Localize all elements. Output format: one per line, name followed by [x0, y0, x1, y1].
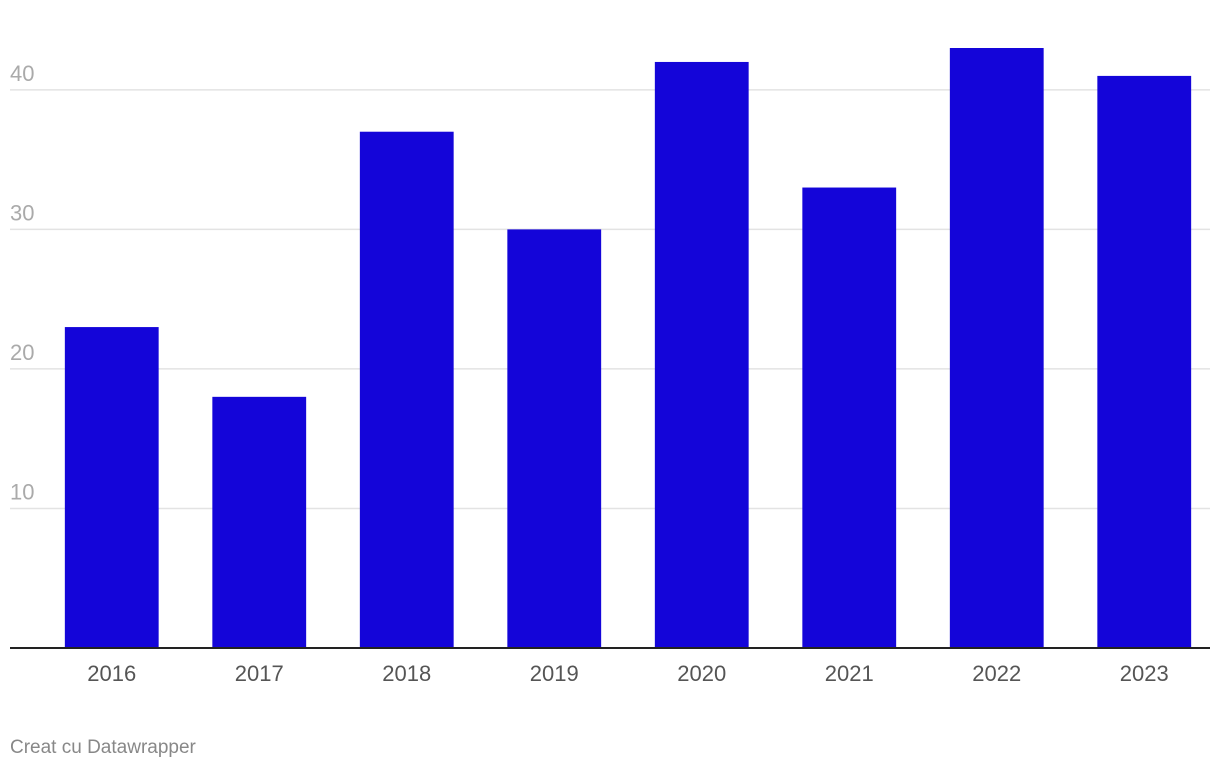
- x-tick-label: 2020: [677, 661, 726, 686]
- bar: [949, 48, 1044, 648]
- bar: [802, 187, 897, 648]
- credit: Creat cu Datawrapper: [10, 737, 197, 758]
- bar: [359, 131, 454, 648]
- x-tick-label: 2023: [1120, 661, 1169, 686]
- bar: [507, 229, 602, 648]
- bar: [654, 61, 749, 648]
- y-tick-label: 20: [10, 340, 34, 365]
- y-tick-label: 10: [10, 479, 34, 504]
- y-tick-label: 30: [10, 200, 34, 225]
- bar: [1097, 75, 1192, 648]
- bar: [64, 327, 159, 648]
- x-tick-label: 2022: [972, 661, 1021, 686]
- x-tick-label: 2017: [235, 661, 284, 686]
- bar: [212, 396, 307, 648]
- y-tick-label: 40: [10, 61, 34, 86]
- x-tick-label: 2019: [530, 661, 579, 686]
- x-tick-label: 2018: [382, 661, 431, 686]
- x-tick-label: 2021: [825, 661, 874, 686]
- x-tick-label: 2016: [87, 661, 136, 686]
